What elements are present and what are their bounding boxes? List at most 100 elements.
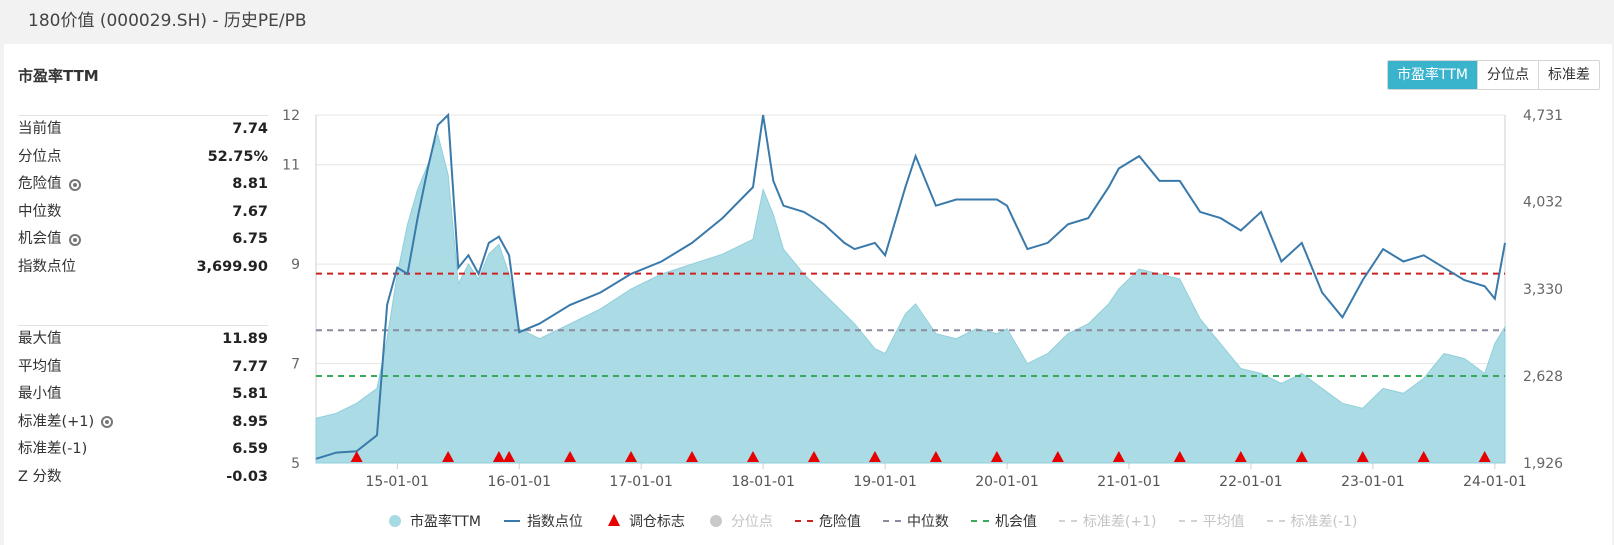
legend-symbol-icon <box>882 514 901 528</box>
stat-value: 52.75% <box>207 148 268 165</box>
stat-value: 11.89 <box>222 331 268 347</box>
legend-item[interactable]: 分位点 <box>707 511 773 531</box>
rebalance-marker-icon <box>868 451 881 462</box>
stat-label: 标准差(+1) <box>18 409 114 437</box>
stat-row: 指数点位 3,699.90 <box>18 254 268 282</box>
stat-value: 8.81 <box>232 176 268 192</box>
stat-label: 最小值 <box>18 386 62 402</box>
x-tick-label: 20-01-01 <box>975 474 1039 490</box>
legend-symbol-icon <box>794 514 813 528</box>
rebalance-marker-icon <box>1234 451 1247 462</box>
stat-row: 当前值 7.74 <box>18 116 268 144</box>
legend-symbol-icon <box>1266 514 1285 528</box>
stat-row: 标准差(+1) 8.95 <box>18 409 268 437</box>
stat-value: 6.75 <box>232 231 268 247</box>
percentile-button[interactable]: 分位点 <box>1477 61 1538 89</box>
y-right-tick-label: 1,926 <box>1523 456 1563 472</box>
y-left-tick-label: 7 <box>291 357 300 373</box>
stat-value: 6.59 <box>232 441 268 457</box>
stat-label: 当前值 <box>18 121 62 137</box>
legend-item[interactable]: 平均值 <box>1178 511 1245 531</box>
rebalance-marker-icon <box>442 451 455 462</box>
panel-title: 市盈率TTM <box>18 67 99 85</box>
legend-label: 危险值 <box>818 514 861 530</box>
stat-value: 3,699.90 <box>196 258 268 275</box>
stat-label: 指数点位 <box>18 258 76 275</box>
legend-item[interactable]: 危险值 <box>794 511 861 531</box>
legend-label: 指数点位 <box>526 514 583 530</box>
gear-icon[interactable] <box>101 416 114 429</box>
rebalance-marker-icon <box>350 451 363 462</box>
legend-label: 调仓标志 <box>628 514 685 530</box>
x-tick-label: 18-01-01 <box>731 474 795 490</box>
rebalance-marker-icon <box>929 451 942 462</box>
x-tick-label: 24-01-01 <box>1463 474 1527 490</box>
index-line <box>315 112 1506 460</box>
stat-value: 7.77 <box>232 358 268 375</box>
rebalance-marker-icon <box>1417 451 1430 462</box>
rebalance-marker-icon <box>625 451 638 462</box>
legend-item[interactable]: 市盈率TTM <box>386 511 481 531</box>
legend-symbol-icon <box>1178 514 1197 528</box>
legend-item[interactable]: 标准差(-1) <box>1266 511 1357 531</box>
pe-ttm-area <box>315 133 1506 464</box>
legend-symbol-icon <box>1058 514 1077 528</box>
pe-ttm-button[interactable]: 市盈率TTM <box>1388 61 1477 89</box>
rebalance-marker-icon <box>492 451 505 462</box>
stat-row: 平均值 7.77 <box>18 354 268 382</box>
legend-label: 中位数 <box>906 514 949 530</box>
legend-item[interactable]: 标准差(+1) <box>1058 511 1157 531</box>
rebalance-marker-icon <box>1478 451 1491 462</box>
y-left-tick-label: 9 <box>291 257 300 273</box>
std-dev-button[interactable]: 标准差 <box>1538 61 1599 89</box>
stats-summary: 最大值 11.89 平均值 7.77 最小值 5.81 标准差(+1) 8.95 标准差(-1)… <box>18 325 268 491</box>
legend-item[interactable]: 指数点位 <box>503 511 583 531</box>
x-tick-label: 15-01-01 <box>366 474 430 490</box>
legend-label: 标准差(+1) <box>1082 514 1157 530</box>
x-tick-label: 17-01-01 <box>609 474 673 490</box>
legend-symbol-icon <box>707 514 725 528</box>
stat-label: 标准差(-1) <box>18 441 88 457</box>
y-right-tick-label: 3,330 <box>1523 282 1563 298</box>
legend-symbol-icon <box>970 514 989 528</box>
y-left-tick-label: 12 <box>282 108 300 124</box>
stat-row: 最大值 11.89 <box>18 326 268 354</box>
rebalance-marker-icon <box>1112 451 1125 462</box>
legend-label: 分位点 <box>730 514 773 530</box>
stat-label: 中位数 <box>18 203 62 220</box>
legend-label: 市盈率TTM <box>410 514 481 530</box>
rebalance-marker-icon <box>807 451 820 462</box>
stat-row: 标准差(-1) 6.59 <box>18 436 268 464</box>
legend-item[interactable]: 调仓标志 <box>605 511 685 531</box>
stat-value: -0.03 <box>226 468 268 485</box>
metric-button-group: 市盈率TTM 分位点 标准差 <box>1387 60 1600 90</box>
y-left-tick-label: 11 <box>282 158 300 174</box>
stat-label: 平均值 <box>18 358 62 375</box>
y-left-tick-label: 5 <box>291 456 300 472</box>
x-tick-label: 22-01-01 <box>1219 474 1283 490</box>
chart-legend: 市盈率TTM 指数点位 调仓标志 分位点 危险值 中位数 机会值 标准差(+1) 平均值 标准差(… <box>386 511 1379 531</box>
stat-label: Z 分数 <box>18 468 62 485</box>
legend-symbol-icon <box>386 514 404 528</box>
rebalance-marker-icon <box>1295 451 1308 462</box>
gear-icon[interactable] <box>68 178 81 191</box>
stat-row: 中位数 7.67 <box>18 199 268 227</box>
stat-label: 最大值 <box>18 331 62 347</box>
rebalance-marker-icon <box>990 451 1003 462</box>
y-right-tick-label: 4,032 <box>1523 195 1563 211</box>
stat-row: 机会值 6.75 <box>18 226 268 254</box>
stat-label: 分位点 <box>18 148 62 165</box>
legend-item[interactable]: 中位数 <box>882 511 949 531</box>
y-right-tick-label: 4,731 <box>1523 108 1563 124</box>
gear-icon[interactable] <box>68 233 81 246</box>
legend-label: 机会值 <box>994 514 1037 530</box>
legend-item[interactable]: 机会值 <box>970 511 1037 531</box>
legend-symbol-icon <box>605 514 623 528</box>
stat-value: 8.95 <box>232 413 268 430</box>
stat-row: 危险值 8.81 <box>18 171 268 199</box>
legend-label: 平均值 <box>1202 514 1245 530</box>
stat-label: 机会值 <box>18 226 81 254</box>
rebalance-marker-icon <box>1173 451 1186 462</box>
x-tick-label: 23-01-01 <box>1341 474 1405 490</box>
